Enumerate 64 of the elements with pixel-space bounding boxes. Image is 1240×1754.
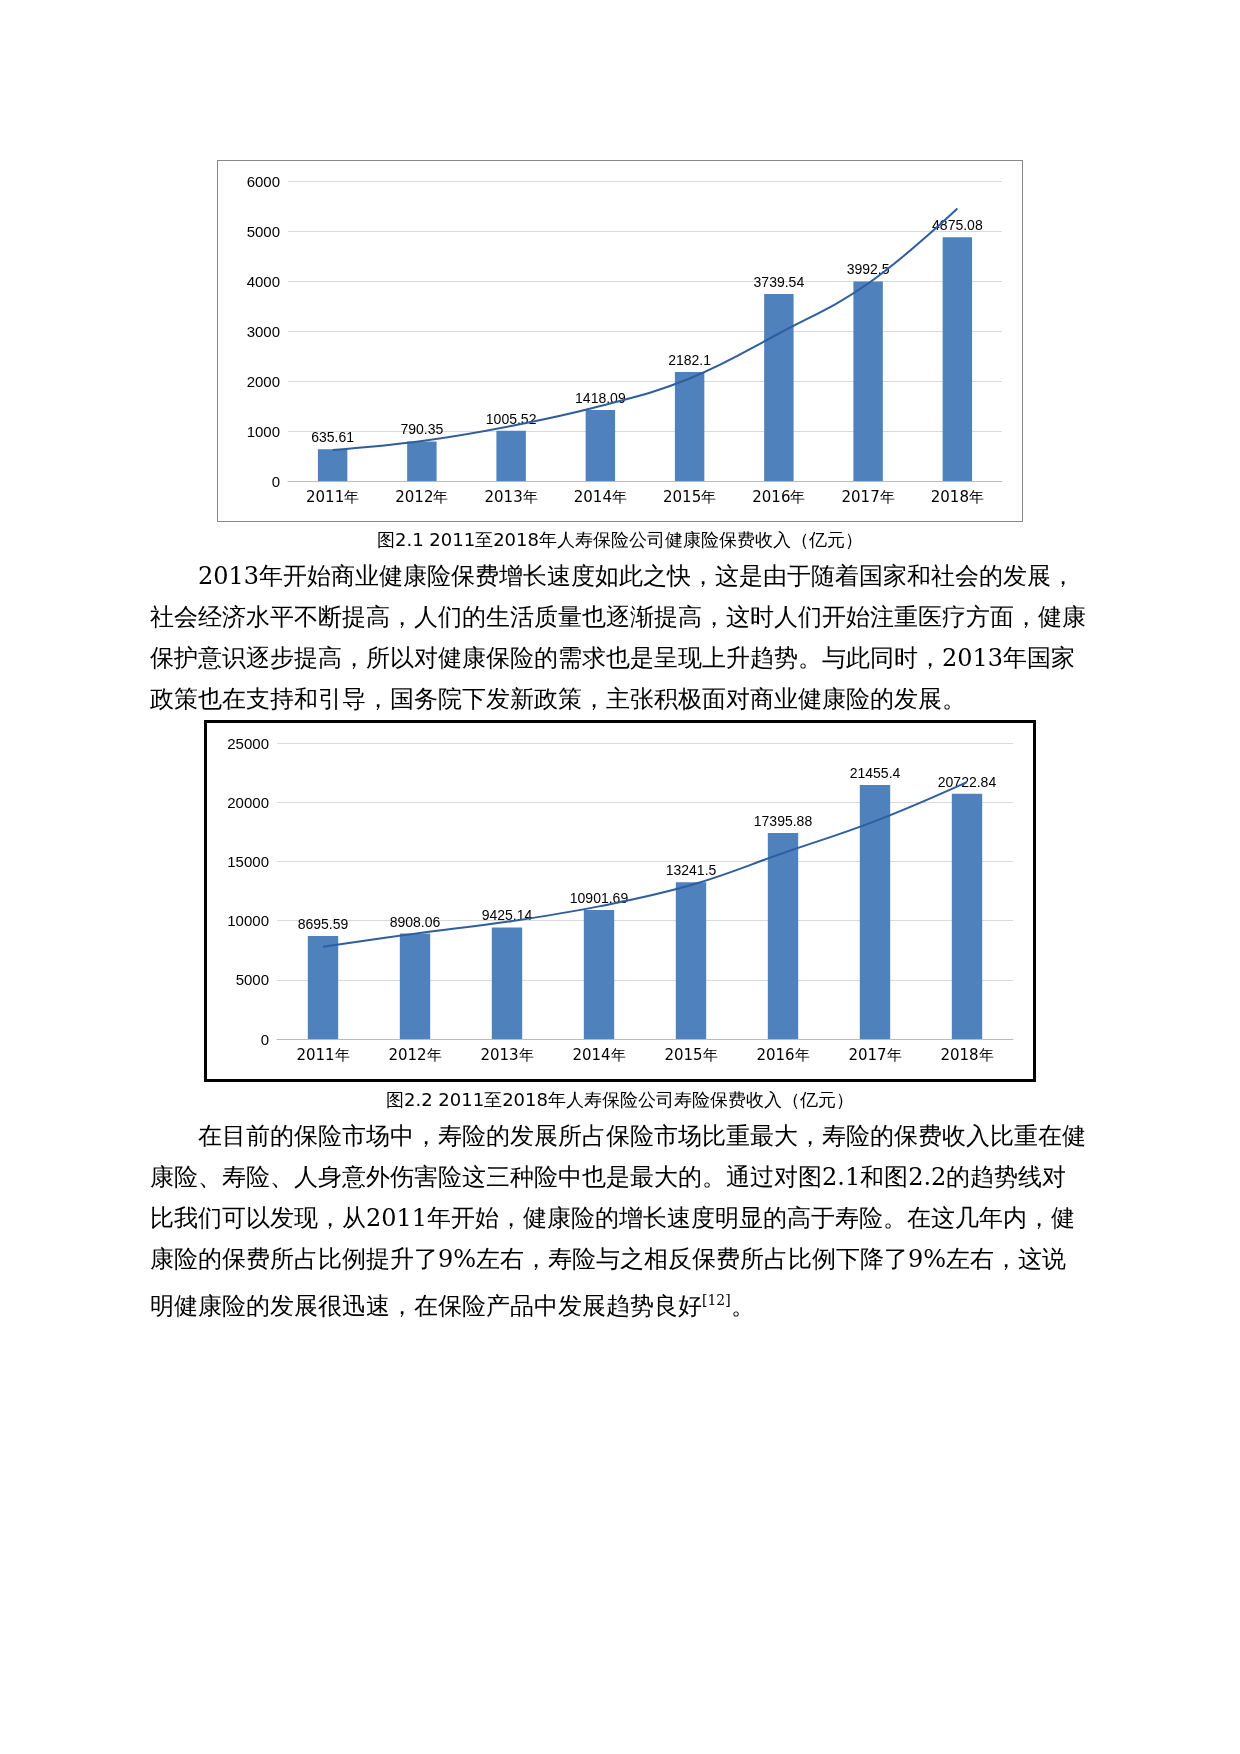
x-tick-label: 2013年: [480, 1045, 534, 1064]
bar: [942, 237, 973, 481]
x-tick-label: 2018年: [940, 1045, 994, 1064]
y-tick-label: 20000: [227, 793, 269, 811]
x-tick-label: 2016年: [752, 487, 806, 506]
y-tick-label: 6000: [246, 172, 280, 190]
text: 在目前的保险市场中，寿险的发展所占保险市场比重最大，寿险的保费收入比重在健康险、寿险、人身意外伤害险这三种险中也是最大的。通过对图2.1和图2.2的趋势线对比我们可以发现，从2011年开始，健康险的增长速度明显的高于寿险。在这几年内，健康险的保费所占比例提升了9%左右，寿险与之相反保费所占比例下降了9%左右，这说明健康险的发展很迅速，在保险产品中发展趋势良好$^{[12]}$。: [150, 1121, 1087, 1322]
x-tick-label: 2018年: [930, 487, 984, 506]
x-tick-label: 2014年: [572, 1045, 626, 1064]
x-tick-label: 2015年: [663, 487, 717, 506]
x-tick-label: 2012年: [395, 487, 449, 506]
bar: [674, 371, 705, 481]
y-tick-label: 10000: [227, 912, 269, 930]
bar: [951, 793, 983, 1039]
data-label: 790.35: [400, 421, 444, 438]
y-tick-label: 5000: [235, 971, 269, 989]
data-label: 635.61: [311, 429, 355, 446]
text: 2013年开始商业健康险保费增长速度如此之快，这是由于随着国家和社会的发展，社会经济水平不断提高，人们的生活质量也逐渐提高，这时人们开始注重医疗方面，健康保护意识逐步提高，所以对健康保险的需求也是呈现上升趋势。与此同时，2013年国家政策也在支持和引导，国务院下发新政策，主张积极面对商业健康险的发展。: [150, 561, 1087, 715]
bar: [399, 933, 431, 1039]
bar: [307, 936, 339, 1039]
x-tick-label: 2014年: [573, 487, 627, 506]
bar: [853, 281, 883, 481]
data-label: 1005.52: [485, 410, 537, 427]
data-label: 17395.88: [753, 813, 813, 830]
x-tick-label: 2011年: [306, 487, 360, 506]
bar: [859, 784, 891, 1039]
data-label: 10901.69: [569, 889, 629, 906]
data-label: 8908.06: [389, 913, 441, 930]
x-tick-label: 2012年: [388, 1045, 442, 1064]
text: 图2.2 2011至2018年人寿保险公司寿险保费收入（亿元）: [385, 1088, 855, 1112]
x-tick-label: 2011年: [296, 1045, 350, 1064]
y-tick-label: 2000: [246, 372, 280, 390]
bar: [583, 909, 615, 1039]
y-tick-label: 4000: [246, 272, 280, 290]
bar: [767, 833, 799, 1039]
bar: [585, 410, 616, 481]
data-label: 8695.59: [297, 916, 349, 933]
bar: [496, 430, 526, 481]
y-tick-label: 1000: [246, 422, 280, 440]
data-label: 13241.5: [665, 862, 717, 879]
bar: [491, 927, 523, 1039]
bar: [764, 294, 794, 481]
x-tick-label: 2013年: [484, 487, 538, 506]
y-tick-label: 0: [260, 1030, 269, 1048]
x-tick-label: 2017年: [848, 1045, 902, 1064]
bar: [675, 882, 707, 1039]
x-tick-label: 2016年: [756, 1045, 810, 1064]
bar: [317, 449, 348, 481]
data-label: 3739.54: [753, 274, 805, 291]
data-label: 9425.14: [481, 907, 533, 924]
data-label: 21455.4: [849, 764, 901, 781]
y-tick-label: 3000: [246, 322, 280, 340]
x-tick-label: 2017年: [841, 487, 895, 506]
y-tick-label: 25000: [227, 734, 269, 752]
data-label: 20722.84: [937, 773, 997, 790]
text: 图2.1 2011至2018年人寿保险公司健康险保费收入（亿元）: [376, 528, 864, 552]
data-label: 1418.09: [575, 390, 626, 407]
y-tick-label: 5000: [246, 222, 280, 240]
data-label: 2182.1: [668, 351, 712, 368]
x-tick-label: 2015年: [664, 1045, 718, 1064]
y-tick-label: 0: [271, 472, 280, 490]
bar: [407, 441, 437, 481]
data-label: 3992.5: [846, 261, 890, 278]
y-tick-label: 15000: [227, 852, 269, 870]
